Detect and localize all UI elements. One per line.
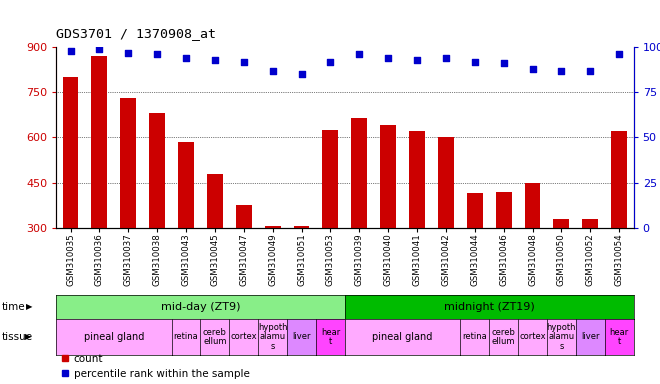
Point — [152, 51, 162, 58]
Text: retina: retina — [463, 333, 487, 341]
Point — [585, 68, 595, 74]
Bar — [236, 205, 251, 228]
Text: hypoth
alamu
s: hypoth alamu s — [546, 323, 576, 351]
Point — [238, 59, 249, 65]
Text: pineal gland: pineal gland — [84, 332, 144, 342]
Text: cortex: cortex — [519, 333, 546, 341]
Text: GDS3701 / 1370908_at: GDS3701 / 1370908_at — [56, 26, 216, 40]
Bar — [63, 77, 79, 228]
Point — [181, 55, 191, 61]
Bar — [467, 193, 482, 228]
Text: hypoth
alamu
s: hypoth alamu s — [258, 323, 287, 351]
Bar — [149, 113, 165, 228]
Text: mid-day (ZT9): mid-day (ZT9) — [161, 302, 240, 312]
Point — [65, 48, 76, 54]
Point — [325, 59, 336, 65]
Bar — [294, 226, 310, 228]
Text: cortex: cortex — [230, 333, 257, 341]
Bar — [265, 226, 280, 228]
Point — [556, 68, 567, 74]
Point — [383, 55, 393, 61]
Point — [267, 68, 278, 74]
Bar — [582, 219, 598, 228]
Point — [123, 50, 133, 56]
Text: liver: liver — [292, 333, 311, 341]
Text: tissue: tissue — [1, 332, 32, 342]
Point — [498, 60, 509, 66]
Bar — [611, 131, 627, 228]
Bar — [438, 137, 454, 228]
Bar — [554, 219, 570, 228]
Bar — [92, 56, 108, 228]
Text: cereb
ellum: cereb ellum — [203, 328, 227, 346]
Point — [296, 71, 307, 78]
Bar — [525, 183, 541, 228]
Point — [354, 51, 364, 58]
Bar — [120, 98, 136, 228]
Point — [614, 51, 624, 58]
Text: hear
t: hear t — [321, 328, 340, 346]
Bar — [178, 142, 194, 228]
Bar — [409, 131, 425, 228]
Bar — [323, 130, 339, 228]
Bar — [380, 126, 396, 228]
Bar — [496, 192, 512, 228]
Text: retina: retina — [174, 333, 199, 341]
Text: cereb
ellum: cereb ellum — [492, 328, 515, 346]
Point — [441, 55, 451, 61]
Text: hear
t: hear t — [610, 328, 629, 346]
Text: time: time — [1, 302, 25, 312]
Bar — [207, 174, 223, 228]
Legend: count, percentile rank within the sample: count, percentile rank within the sample — [61, 354, 249, 379]
Text: liver: liver — [581, 333, 599, 341]
Point — [94, 46, 105, 52]
Text: ▶: ▶ — [26, 302, 33, 311]
Point — [210, 57, 220, 63]
Point — [527, 66, 538, 72]
Text: pineal gland: pineal gland — [372, 332, 433, 342]
Point — [412, 57, 422, 63]
Text: midnight (ZT19): midnight (ZT19) — [444, 302, 535, 312]
Bar — [351, 118, 367, 228]
Point — [469, 59, 480, 65]
Text: ▶: ▶ — [25, 333, 32, 341]
